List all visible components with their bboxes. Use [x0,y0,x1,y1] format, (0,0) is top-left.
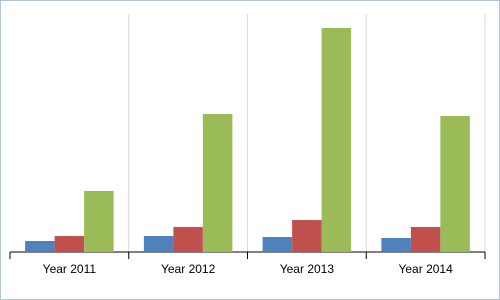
bar [173,227,203,252]
bar [410,227,441,252]
bar [262,237,293,252]
bar [321,28,352,252]
bar [202,114,233,252]
x-tick-label: Year 2014 [398,262,453,276]
x-tick-label: Year 2011 [43,262,97,276]
x-tick-label: Year 2013 [280,262,335,276]
x-tick-label: Year 2012 [161,262,216,276]
bar [292,220,322,252]
bar [440,116,470,252]
bar [25,241,55,252]
bar [84,191,114,252]
bar [54,236,85,252]
bar [381,238,411,252]
bar [143,236,174,252]
